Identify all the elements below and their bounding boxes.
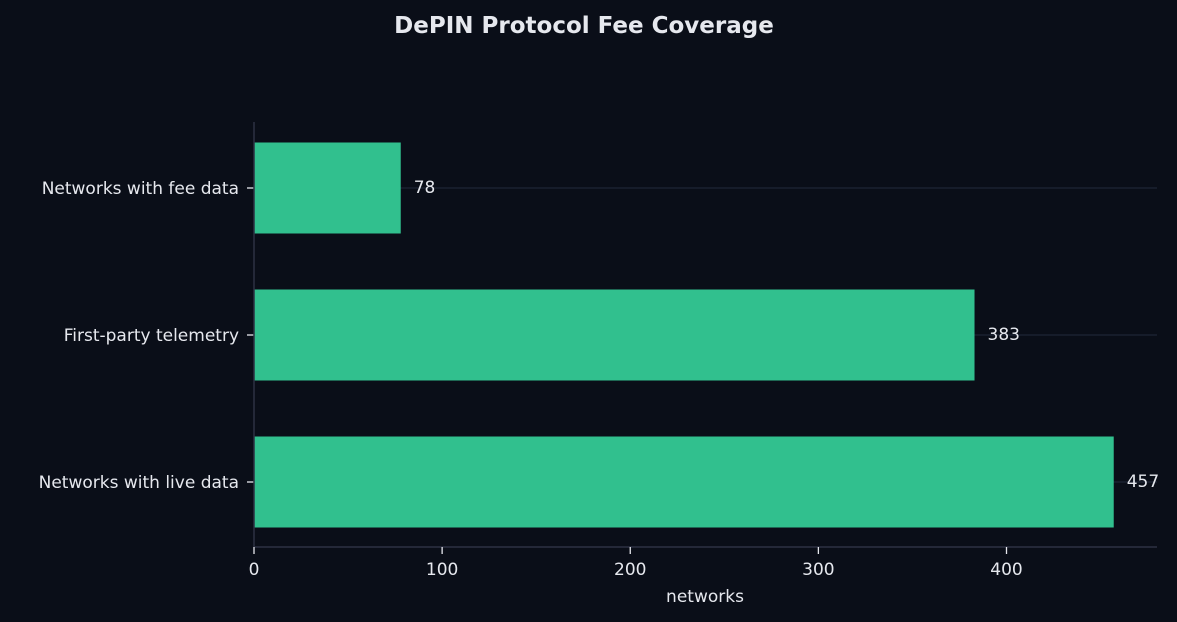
x-axis: 0 100 200 300 400: [249, 546, 1157, 580]
chart-title: DePIN Protocol Fee Coverage: [394, 13, 774, 39]
bar-value-labels: 78 383 457: [414, 178, 1159, 492]
bar-value-label: 383: [988, 325, 1020, 345]
x-axis-title: networks: [666, 587, 744, 607]
bar: [254, 142, 401, 234]
x-tick-label: 400: [990, 560, 1022, 580]
bar-value-label: 78: [414, 178, 436, 198]
x-tick-label: 300: [802, 560, 834, 580]
bar-value-label: 457: [1127, 472, 1159, 492]
y-tick-label: Networks with live data: [39, 473, 239, 493]
x-tick-label: 0: [249, 560, 260, 580]
y-axis: Networks with fee data First-party teleme…: [39, 122, 255, 547]
y-tick-label: Networks with fee data: [42, 179, 239, 199]
x-tick-label: 100: [426, 560, 458, 580]
bar: [254, 289, 975, 381]
bar: [254, 436, 1114, 528]
x-tick-label: 200: [614, 560, 646, 580]
y-tick-label: First-party telemetry: [64, 326, 239, 346]
bars: [254, 142, 1114, 528]
